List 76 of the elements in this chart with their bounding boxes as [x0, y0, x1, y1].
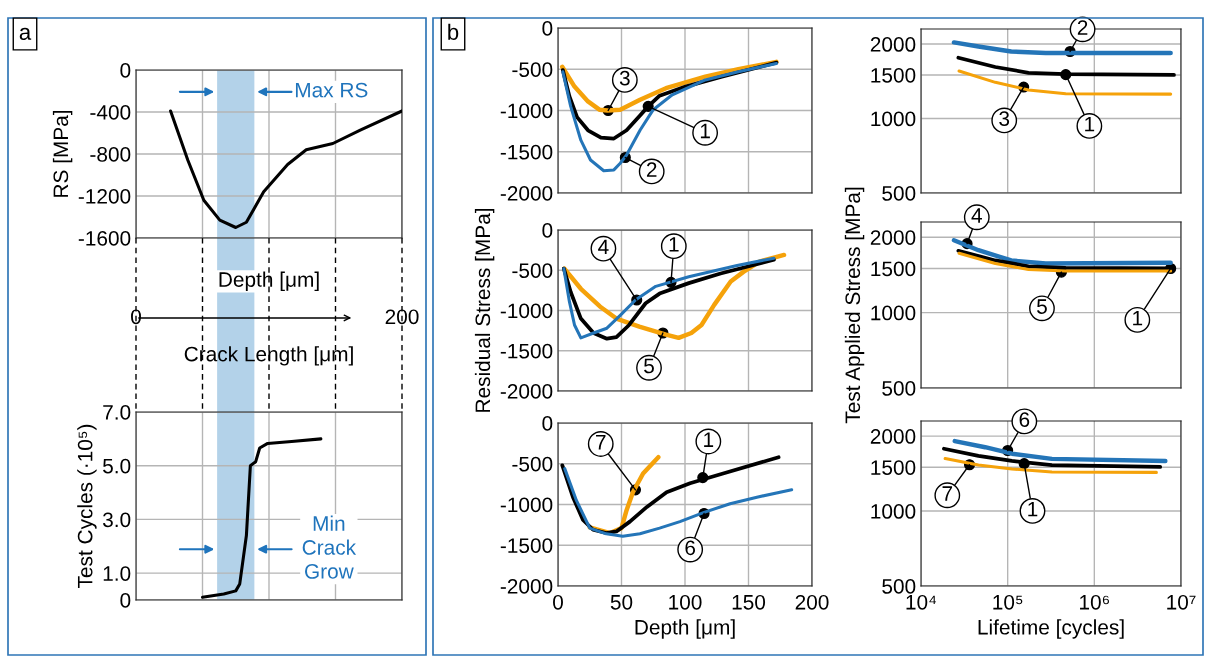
y-tick-label: -1000: [500, 303, 553, 319]
y-tick-label: -1200: [78, 189, 131, 204]
y-axis-title: RS [MPa]: [52, 110, 73, 197]
y-tick-label: 0: [542, 416, 553, 431]
y-tick-label: -1500: [500, 343, 553, 359]
y-tick-label: -500: [512, 263, 553, 278]
y-tick-label: 1000: [871, 111, 916, 127]
annotation: 2: [646, 162, 657, 177]
y-tick-label: 1000: [871, 305, 916, 321]
annotation: 4: [598, 239, 609, 255]
x-tick-label: 50: [610, 594, 633, 610]
annotation: 1: [669, 237, 679, 252]
y-tick-label: 3.0: [102, 512, 131, 528]
x-axis-title: Depth [μm]: [635, 619, 735, 639]
x-axis-title: Depth [μm]: [219, 271, 319, 292]
x-axis-title: Crack Length [μm]: [184, 346, 353, 366]
annotation: 6: [1019, 412, 1030, 427]
y-tick-label: 2000: [870, 37, 916, 52]
y-tick-label: -1000: [500, 497, 553, 513]
annotation: 1: [1085, 117, 1095, 132]
y-tick-label: -1000: [500, 103, 553, 119]
y-tick-label: -1500: [500, 538, 553, 553]
y-tick-label: 1500: [871, 460, 916, 475]
x-axis-title: Lifetime [cycles]: [978, 619, 1124, 639]
y-tick-label: -500: [512, 456, 553, 472]
y-tick-label: 1500: [871, 67, 916, 83]
y-tick-label: 1000: [871, 504, 916, 519]
annotation: 3: [999, 111, 1010, 126]
y-tick-label: 1.0: [103, 566, 131, 581]
annotation: 2: [1077, 20, 1088, 35]
annotation: 4: [971, 208, 982, 223]
band-label: Min Crack Grow: [302, 515, 357, 579]
annotation: 1: [1133, 310, 1143, 326]
y-tick-label: 0: [120, 63, 131, 78]
y-tick-label: 0: [542, 223, 553, 238]
x-tick-label: 10⁴: [906, 594, 937, 610]
text: b: [448, 23, 459, 40]
x-tick-label: 0: [553, 594, 563, 610]
y-tick-label: -2000: [500, 186, 553, 201]
y-tick-label: -400: [90, 105, 131, 120]
y-tick-label: 2000: [870, 230, 916, 245]
y-tick-label: 2000: [870, 429, 916, 444]
text: a: [19, 27, 32, 40]
y-tick-label: -1600: [78, 231, 131, 246]
y-tick-label: 1500: [871, 261, 916, 277]
y-tick-label: 0: [542, 21, 553, 36]
y-tick-label: -1500: [500, 144, 553, 160]
annotation: 1: [704, 432, 714, 447]
x-tick-label: 100: [669, 594, 702, 610]
annotation: 6: [685, 540, 696, 556]
annotation: 5: [644, 358, 654, 374]
y-axis-title: Residual Stress [MPa]: [474, 208, 495, 412]
x-tick-label: 10⁷: [1167, 594, 1196, 610]
y-tick-label: 5.0: [103, 458, 131, 474]
annotation: 3: [619, 70, 630, 86]
y-tick-label: -800: [90, 147, 131, 162]
annotation: 5: [1037, 299, 1047, 314]
x-tick-label: 200: [795, 594, 829, 610]
y-tick-label: 500: [882, 381, 916, 396]
y-tick-label: -2000: [500, 579, 553, 594]
y-axis-title: Test Cycles (·10⁵): [77, 424, 97, 588]
x-tick-label: 10⁶: [1080, 594, 1109, 610]
annotation: 7: [596, 435, 606, 450]
x-tick-label: 10⁵: [993, 594, 1023, 610]
annotation: 1: [700, 123, 710, 139]
band-label: Max RS: [295, 82, 368, 98]
annotation: 7: [942, 486, 953, 501]
x-tick-label: 200: [385, 309, 419, 325]
x-tick-label: 150: [732, 594, 766, 610]
y-tick-label: -500: [512, 62, 553, 77]
y-tick-label: 7.0: [103, 405, 131, 420]
annotation: 1: [1028, 501, 1038, 517]
y-tick-label: 500: [882, 186, 916, 201]
y-tick-label: -2000: [500, 384, 553, 399]
y-tick-label: 500: [882, 579, 916, 594]
y-axis-title: Test Applied Stress [MPa]: [844, 187, 865, 424]
